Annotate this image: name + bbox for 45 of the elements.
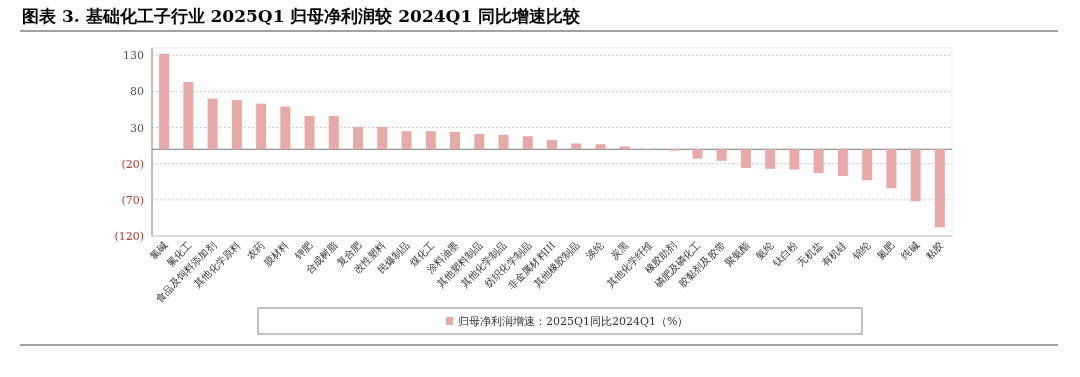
- bar: [498, 134, 509, 150]
- bar: [401, 131, 412, 150]
- bar: [934, 149, 945, 228]
- bar: [862, 149, 873, 181]
- bar: [207, 98, 218, 150]
- bar: [304, 115, 315, 150]
- bar: [595, 144, 606, 150]
- bar: [256, 103, 267, 150]
- bar: [353, 126, 364, 150]
- bar: [765, 149, 776, 169]
- y-tick-label: (70): [121, 193, 144, 207]
- bar: [692, 149, 703, 159]
- x-tick-label: 纯碱: [899, 239, 922, 262]
- y-tick-label: (20): [121, 157, 144, 171]
- bar: [740, 149, 751, 169]
- bar: [837, 149, 848, 176]
- y-tick-label: 30: [130, 121, 144, 135]
- bar: [425, 131, 436, 150]
- x-tick-label: 锦纶: [849, 239, 873, 263]
- bar: [813, 149, 824, 174]
- bar: [789, 149, 800, 170]
- x-tick-label: 钾肥: [292, 239, 315, 263]
- bar: [547, 139, 557, 150]
- bar: [619, 146, 630, 150]
- bar: [328, 115, 339, 150]
- bar: [377, 126, 388, 150]
- y-tick-label: (120): [114, 230, 144, 243]
- y-tick-label: 130: [123, 49, 144, 63]
- x-tick-label: 涤纶: [583, 239, 606, 262]
- bar: [231, 100, 242, 150]
- bar: [716, 149, 727, 161]
- bar: [571, 143, 582, 150]
- chart-title: 图表 3. 基础化工子行业 2025Q1 归母净利润较 2024Q1 同比增速比较: [22, 6, 582, 26]
- bar: [159, 53, 170, 150]
- bar: [280, 106, 291, 150]
- y-tick-label: 80: [130, 85, 144, 99]
- bar: [474, 134, 485, 150]
- x-tick-label: 氮肥: [874, 239, 897, 262]
- bar: [183, 81, 194, 150]
- bar: [886, 149, 897, 189]
- bar: [450, 131, 461, 150]
- x-tick-label: 粘胶: [923, 239, 946, 262]
- legend-label: 归母净利润增速：2025Q1同比2024Q1（%）: [458, 315, 689, 328]
- bar: [522, 136, 533, 150]
- bar: [910, 149, 921, 202]
